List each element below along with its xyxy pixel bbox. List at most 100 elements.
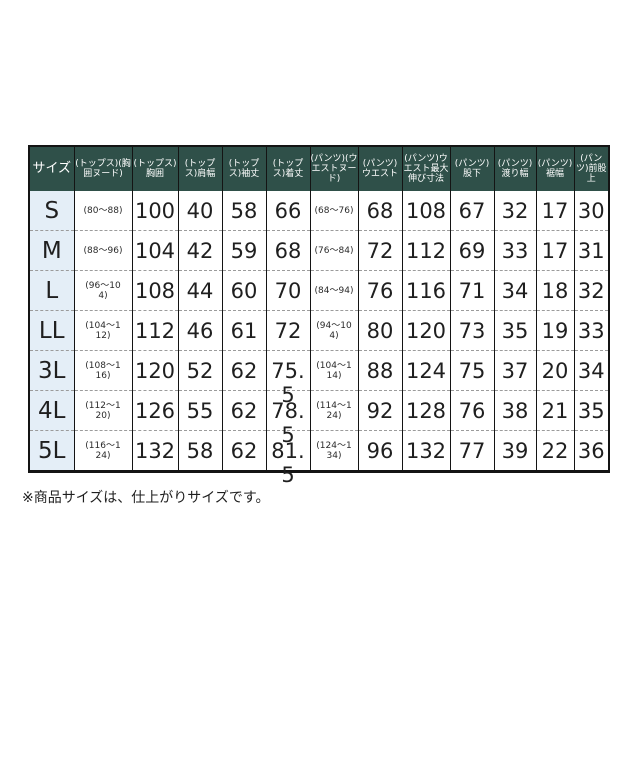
measurement-cell: 69 xyxy=(449,230,494,271)
measurement-cell: 132 xyxy=(401,430,450,472)
nude-range-cell: (88～96) xyxy=(73,230,132,271)
measurement-cell: 34 xyxy=(493,270,536,311)
size-label-cell: LL xyxy=(29,310,74,351)
measurement-cell: 44 xyxy=(177,270,222,311)
measurement-cell: 21 xyxy=(535,390,574,431)
measurement-cell: 30 xyxy=(573,191,609,231)
measurement-cell: 42 xyxy=(177,230,222,271)
measurement-cell: 62 xyxy=(221,430,266,472)
column-header: (パンツ)前股上 xyxy=(573,146,609,191)
column-header: (パンツ)渡り幅 xyxy=(493,146,536,191)
measurement-cell: 92 xyxy=(357,390,402,431)
measurement-cell: 37 xyxy=(493,350,536,391)
measurement-cell: 96 xyxy=(357,430,402,472)
measurement-cell: 76 xyxy=(449,390,494,431)
measurement-cell: 35 xyxy=(573,390,609,431)
measurement-cell: 120 xyxy=(401,310,450,351)
nude-range-cell: (108～116) xyxy=(73,350,132,391)
nude-range-cell: (96～104) xyxy=(73,270,132,311)
measurement-cell: 59 xyxy=(221,230,266,271)
measurement-cell: 88 xyxy=(357,350,402,391)
size-label-cell: 3L xyxy=(29,350,74,391)
size-chart-note: ※商品サイズは、仕上がりサイズです。 xyxy=(22,490,270,506)
measurement-cell: 116 xyxy=(401,270,450,311)
column-header: (パンツ)ウエスト xyxy=(357,146,402,191)
nude-range-cell: (94～104) xyxy=(309,310,358,351)
size-chart-table: サイズ (トップス)(胸囲ヌード) (トップス)胸囲 (トップス)肩幅 (トップス)袖丈… xyxy=(28,145,610,487)
measurement-cell: 62 xyxy=(221,390,266,431)
measurement-cell: 72 xyxy=(265,310,310,351)
measurement-cell: 71 xyxy=(449,270,494,311)
nude-range-cell: (104～114) xyxy=(309,350,358,391)
column-header: (パンツ)ウエスト最大伸び寸法 xyxy=(401,146,450,191)
measurement-cell: 22 xyxy=(535,430,574,472)
measurement-cell: 120 xyxy=(131,350,178,391)
table-row: 5L (116～124) 132 58 62 81.5 (124～134) 96 132 77 39… xyxy=(29,430,609,487)
measurement-cell: 35 xyxy=(493,310,536,351)
measurement-cell: 132 xyxy=(131,430,178,472)
nude-range-cell: (68～76) xyxy=(309,191,358,231)
measurement-cell: 66 xyxy=(265,191,310,231)
measurement-cell: 46 xyxy=(177,310,222,351)
column-header: (トップス)(胸囲ヌード) xyxy=(73,146,132,191)
measurement-cell: 36 xyxy=(573,430,609,472)
measurement-cell: 19 xyxy=(535,310,574,351)
measurement-cell: 72 xyxy=(357,230,402,271)
measurement-cell: 33 xyxy=(493,230,536,271)
measurement-cell: 38 xyxy=(493,390,536,431)
column-header: (パンツ)裾幅 xyxy=(535,146,574,191)
measurement-cell: 60 xyxy=(221,270,266,311)
size-label-cell: M xyxy=(29,230,74,271)
measurement-cell: 128 xyxy=(401,390,450,431)
measurement-cell: 73 xyxy=(449,310,494,351)
measurement-cell: 32 xyxy=(573,270,609,311)
nude-range-cell: (114～124) xyxy=(309,390,358,431)
measurement-cell: 55 xyxy=(177,390,222,431)
nude-range-cell: (80～88) xyxy=(73,191,132,231)
column-header: (トップス)肩幅 xyxy=(177,146,222,191)
measurement-cell: 108 xyxy=(401,191,450,231)
measurement-cell: 20 xyxy=(535,350,574,391)
measurement-cell: 39 xyxy=(493,430,536,472)
nude-range-cell: (112～120) xyxy=(73,390,132,431)
column-header: (トップス)着丈 xyxy=(265,146,310,191)
size-chart: サイズ (トップス)(胸囲ヌード) (トップス)胸囲 (トップス)肩幅 (トップス)袖丈… xyxy=(28,145,610,487)
measurement-cell: 108 xyxy=(131,270,178,311)
measurement-cell: 76 xyxy=(357,270,402,311)
measurement-cell: 77 xyxy=(449,430,494,472)
measurement-cell: 34 xyxy=(573,350,609,391)
measurement-cell: 78.5 xyxy=(265,390,310,447)
measurement-cell: 67 xyxy=(449,191,494,231)
measurement-cell: 58 xyxy=(221,191,266,231)
header-row: サイズ (トップス)(胸囲ヌード) (トップス)胸囲 (トップス)肩幅 (トップス)袖丈… xyxy=(29,146,609,191)
measurement-cell: 33 xyxy=(573,310,609,351)
measurement-cell: 112 xyxy=(401,230,450,271)
measurement-cell: 104 xyxy=(131,230,178,271)
size-label-cell: 5L xyxy=(29,430,74,472)
column-header: (パンツ)股下 xyxy=(449,146,494,191)
measurement-cell: 75.5 xyxy=(265,350,310,407)
measurement-cell: 100 xyxy=(131,191,178,231)
nude-range-cell: (116～124) xyxy=(73,430,132,472)
measurement-cell: 124 xyxy=(401,350,450,391)
measurement-cell: 68 xyxy=(357,191,402,231)
size-label-cell: 4L xyxy=(29,390,74,431)
nude-range-cell: (124～134) xyxy=(309,430,358,472)
measurement-cell: 52 xyxy=(177,350,222,391)
measurement-cell: 81.5 xyxy=(265,430,310,487)
table-row: 4L (112～120) 126 55 62 78.5 (114～124) 92 128 76 38… xyxy=(29,390,609,447)
measurement-cell: 61 xyxy=(221,310,266,351)
table-row: L (96～104) 108 44 60 70 (84～94) 76 116 71 34 18 32 xyxy=(29,270,609,311)
measurement-cell: 32 xyxy=(493,191,536,231)
size-label-cell: S xyxy=(29,191,74,231)
measurement-cell: 58 xyxy=(177,430,222,472)
table-row: M (88～96) 104 42 59 68 (76～84) 72 112 69 33 17 31 xyxy=(29,230,609,271)
nude-range-cell: (104～112) xyxy=(73,310,132,351)
table-row: S (80～88) 100 40 58 66 (68～76) 68 108 67 32 17 30 xyxy=(29,191,609,231)
measurement-cell: 80 xyxy=(357,310,402,351)
measurement-cell: 62 xyxy=(221,350,266,391)
measurement-cell: 17 xyxy=(535,230,574,271)
measurement-cell: 17 xyxy=(535,191,574,231)
nude-range-cell: (84～94) xyxy=(309,270,358,311)
